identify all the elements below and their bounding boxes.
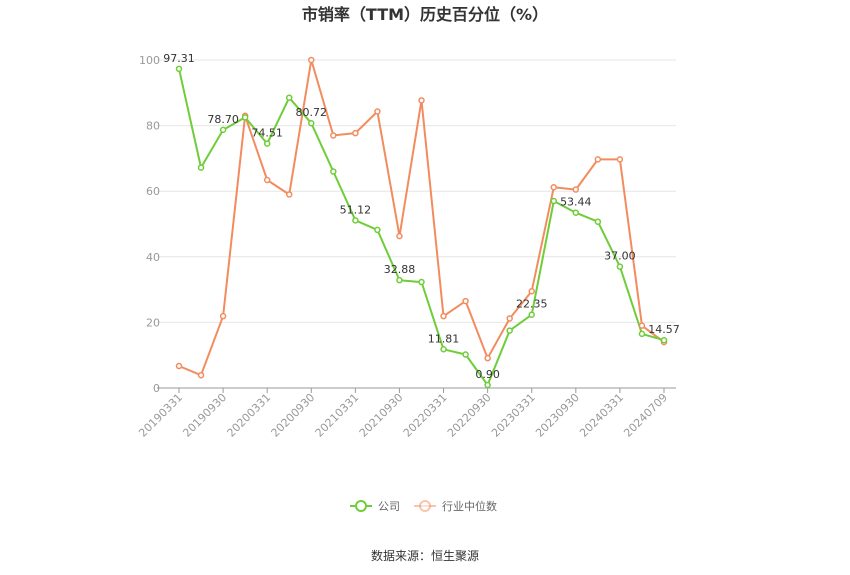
data-point-industry[interactable] bbox=[330, 132, 337, 139]
data-point-company[interactable] bbox=[660, 336, 668, 344]
data-point-industry[interactable] bbox=[175, 362, 183, 370]
data-label-company: 0.90 bbox=[475, 368, 500, 381]
data-point-company[interactable] bbox=[572, 209, 580, 216]
y-tick-label: 100 bbox=[139, 54, 160, 67]
series-points bbox=[175, 56, 668, 389]
data-point-industry[interactable] bbox=[352, 129, 359, 137]
x-tick-label: 20240331 bbox=[577, 391, 626, 440]
data-point-company[interactable] bbox=[594, 218, 602, 225]
data-point-industry[interactable] bbox=[197, 371, 205, 379]
legend-marker-company bbox=[355, 500, 367, 512]
x-tick-label: 20190331 bbox=[136, 391, 185, 440]
data-point-company[interactable] bbox=[197, 164, 205, 171]
legend: 公司 行业中位数 bbox=[350, 499, 497, 513]
grid-lines bbox=[157, 59, 676, 323]
data-point-company[interactable] bbox=[484, 381, 491, 389]
legend-item-company[interactable]: 公司 bbox=[350, 500, 400, 513]
data-point-company[interactable] bbox=[352, 217, 359, 224]
legend-item-industry[interactable]: 行业中位数 bbox=[414, 499, 497, 513]
data-point-company[interactable] bbox=[440, 346, 447, 353]
y-tick-label: 40 bbox=[146, 251, 160, 264]
data-label-company: 51.12 bbox=[340, 203, 372, 216]
series-line-company bbox=[178, 68, 665, 386]
data-point-industry[interactable] bbox=[638, 322, 646, 329]
data-point-company[interactable] bbox=[418, 278, 425, 286]
data-label-company: 14.57 bbox=[648, 323, 680, 336]
data-point-company[interactable] bbox=[308, 119, 315, 127]
x-tick-label: 20210331 bbox=[313, 391, 362, 440]
data-point-industry[interactable] bbox=[594, 156, 602, 163]
series-line-industry bbox=[178, 59, 665, 377]
data-labels: 97.31 78.70 74.51 80.72 51.12 32.88 11.81 0.90 2… bbox=[163, 52, 680, 381]
legend-label-industry: 行业中位数 bbox=[442, 499, 497, 513]
data-point-company[interactable] bbox=[285, 94, 293, 101]
data-label-company: 53.44 bbox=[560, 196, 592, 209]
data-point-industry[interactable] bbox=[219, 312, 227, 320]
data-point-company[interactable] bbox=[241, 114, 249, 121]
data-point-industry[interactable] bbox=[263, 176, 271, 184]
data-label-company: 37.00 bbox=[604, 250, 636, 263]
data-point-company[interactable] bbox=[616, 263, 624, 270]
data-point-company[interactable] bbox=[263, 140, 271, 147]
data-point-industry[interactable] bbox=[550, 184, 558, 191]
data-point-industry[interactable] bbox=[440, 312, 447, 320]
data-point-industry[interactable] bbox=[484, 354, 491, 362]
data-point-company[interactable] bbox=[396, 276, 403, 284]
x-tick-label: 20230930 bbox=[533, 391, 582, 440]
data-label-company: 97.31 bbox=[163, 52, 195, 65]
data-label-company: 80.72 bbox=[296, 106, 328, 119]
x-axis: 2019033120190930202003312020093020210331… bbox=[136, 387, 676, 440]
data-label-company: 22.35 bbox=[516, 298, 548, 311]
data-point-industry[interactable] bbox=[308, 56, 315, 64]
data-point-industry[interactable] bbox=[506, 315, 513, 322]
data-point-company[interactable] bbox=[374, 226, 381, 234]
data-label-company: 32.88 bbox=[384, 263, 416, 276]
chart-title: 市销率（TTM）历史百分位（%） bbox=[302, 5, 548, 24]
data-point-company[interactable] bbox=[175, 65, 183, 73]
data-point-industry[interactable] bbox=[572, 186, 580, 193]
y-tick-label: 0 bbox=[153, 382, 160, 395]
data-point-company[interactable] bbox=[528, 311, 535, 318]
data-point-industry[interactable] bbox=[418, 97, 425, 104]
x-tick-label: 20240709 bbox=[621, 391, 670, 440]
legend-marker-industry bbox=[419, 500, 431, 512]
x-tick-label: 20220331 bbox=[401, 391, 450, 440]
data-label-company: 74.51 bbox=[251, 127, 283, 140]
data-label-company: 78.70 bbox=[207, 113, 239, 126]
data-point-company[interactable] bbox=[506, 327, 513, 334]
data-point-company[interactable] bbox=[219, 126, 227, 134]
x-tick-label: 20200331 bbox=[225, 391, 274, 440]
y-axis: 0 20 40 60 80 100 bbox=[139, 54, 160, 395]
source-note: 数据来源：恒生聚源 bbox=[371, 548, 479, 563]
data-point-industry[interactable] bbox=[374, 108, 381, 115]
data-point-company[interactable] bbox=[330, 168, 337, 175]
x-tick-label: 20220930 bbox=[445, 391, 494, 440]
data-point-company[interactable] bbox=[638, 330, 646, 338]
x-tick-label: 20200930 bbox=[269, 391, 318, 440]
legend-label-company: 公司 bbox=[378, 500, 400, 513]
x-tick-label: 20190930 bbox=[180, 391, 229, 440]
x-tick-label: 20230331 bbox=[489, 391, 538, 440]
data-point-industry[interactable] bbox=[462, 297, 469, 305]
y-tick-label: 20 bbox=[146, 316, 160, 329]
data-point-industry[interactable] bbox=[285, 191, 293, 198]
data-label-company: 11.81 bbox=[428, 332, 460, 345]
data-point-industry[interactable] bbox=[616, 156, 624, 163]
data-point-company[interactable] bbox=[462, 351, 469, 358]
series-lines bbox=[178, 59, 665, 386]
data-point-industry[interactable] bbox=[528, 287, 535, 295]
y-tick-label: 80 bbox=[146, 120, 160, 133]
data-point-company[interactable] bbox=[550, 197, 558, 205]
y-tick-label: 60 bbox=[146, 185, 160, 198]
data-point-industry[interactable] bbox=[396, 232, 403, 240]
x-tick-label: 20210930 bbox=[357, 391, 406, 440]
